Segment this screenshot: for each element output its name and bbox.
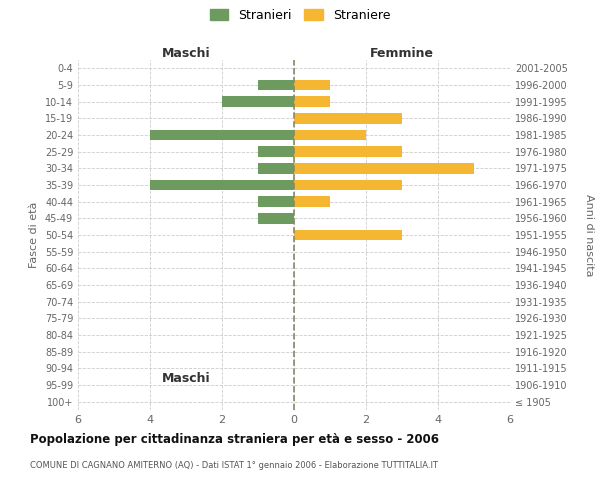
Bar — [150, 130, 294, 140]
Bar — [150, 180, 294, 190]
Bar — [294, 130, 366, 140]
Text: Popolazione per cittadinanza straniera per età e sesso - 2006: Popolazione per cittadinanza straniera p… — [30, 432, 439, 446]
Bar — [222, 96, 294, 107]
Text: Maschi: Maschi — [161, 47, 211, 60]
Bar — [294, 146, 402, 157]
Bar — [258, 146, 294, 157]
Text: COMUNE DI CAGNANO AMITERNO (AQ) - Dati ISTAT 1° gennaio 2006 - Elaborazione TUTT: COMUNE DI CAGNANO AMITERNO (AQ) - Dati I… — [30, 460, 438, 469]
Y-axis label: Fasce di età: Fasce di età — [29, 202, 39, 268]
Y-axis label: Anni di nascita: Anni di nascita — [584, 194, 595, 276]
Bar — [258, 213, 294, 224]
Bar — [294, 113, 402, 124]
Bar — [258, 196, 294, 207]
Bar — [294, 196, 330, 207]
Bar — [294, 163, 474, 174]
Legend: Stranieri, Straniere: Stranieri, Straniere — [209, 8, 391, 22]
Text: Femmine: Femmine — [370, 47, 434, 60]
Bar — [258, 163, 294, 174]
Bar — [294, 80, 330, 90]
Text: Maschi: Maschi — [161, 372, 211, 384]
Bar — [294, 230, 402, 240]
Bar — [294, 96, 330, 107]
Bar — [258, 80, 294, 90]
Bar — [294, 180, 402, 190]
